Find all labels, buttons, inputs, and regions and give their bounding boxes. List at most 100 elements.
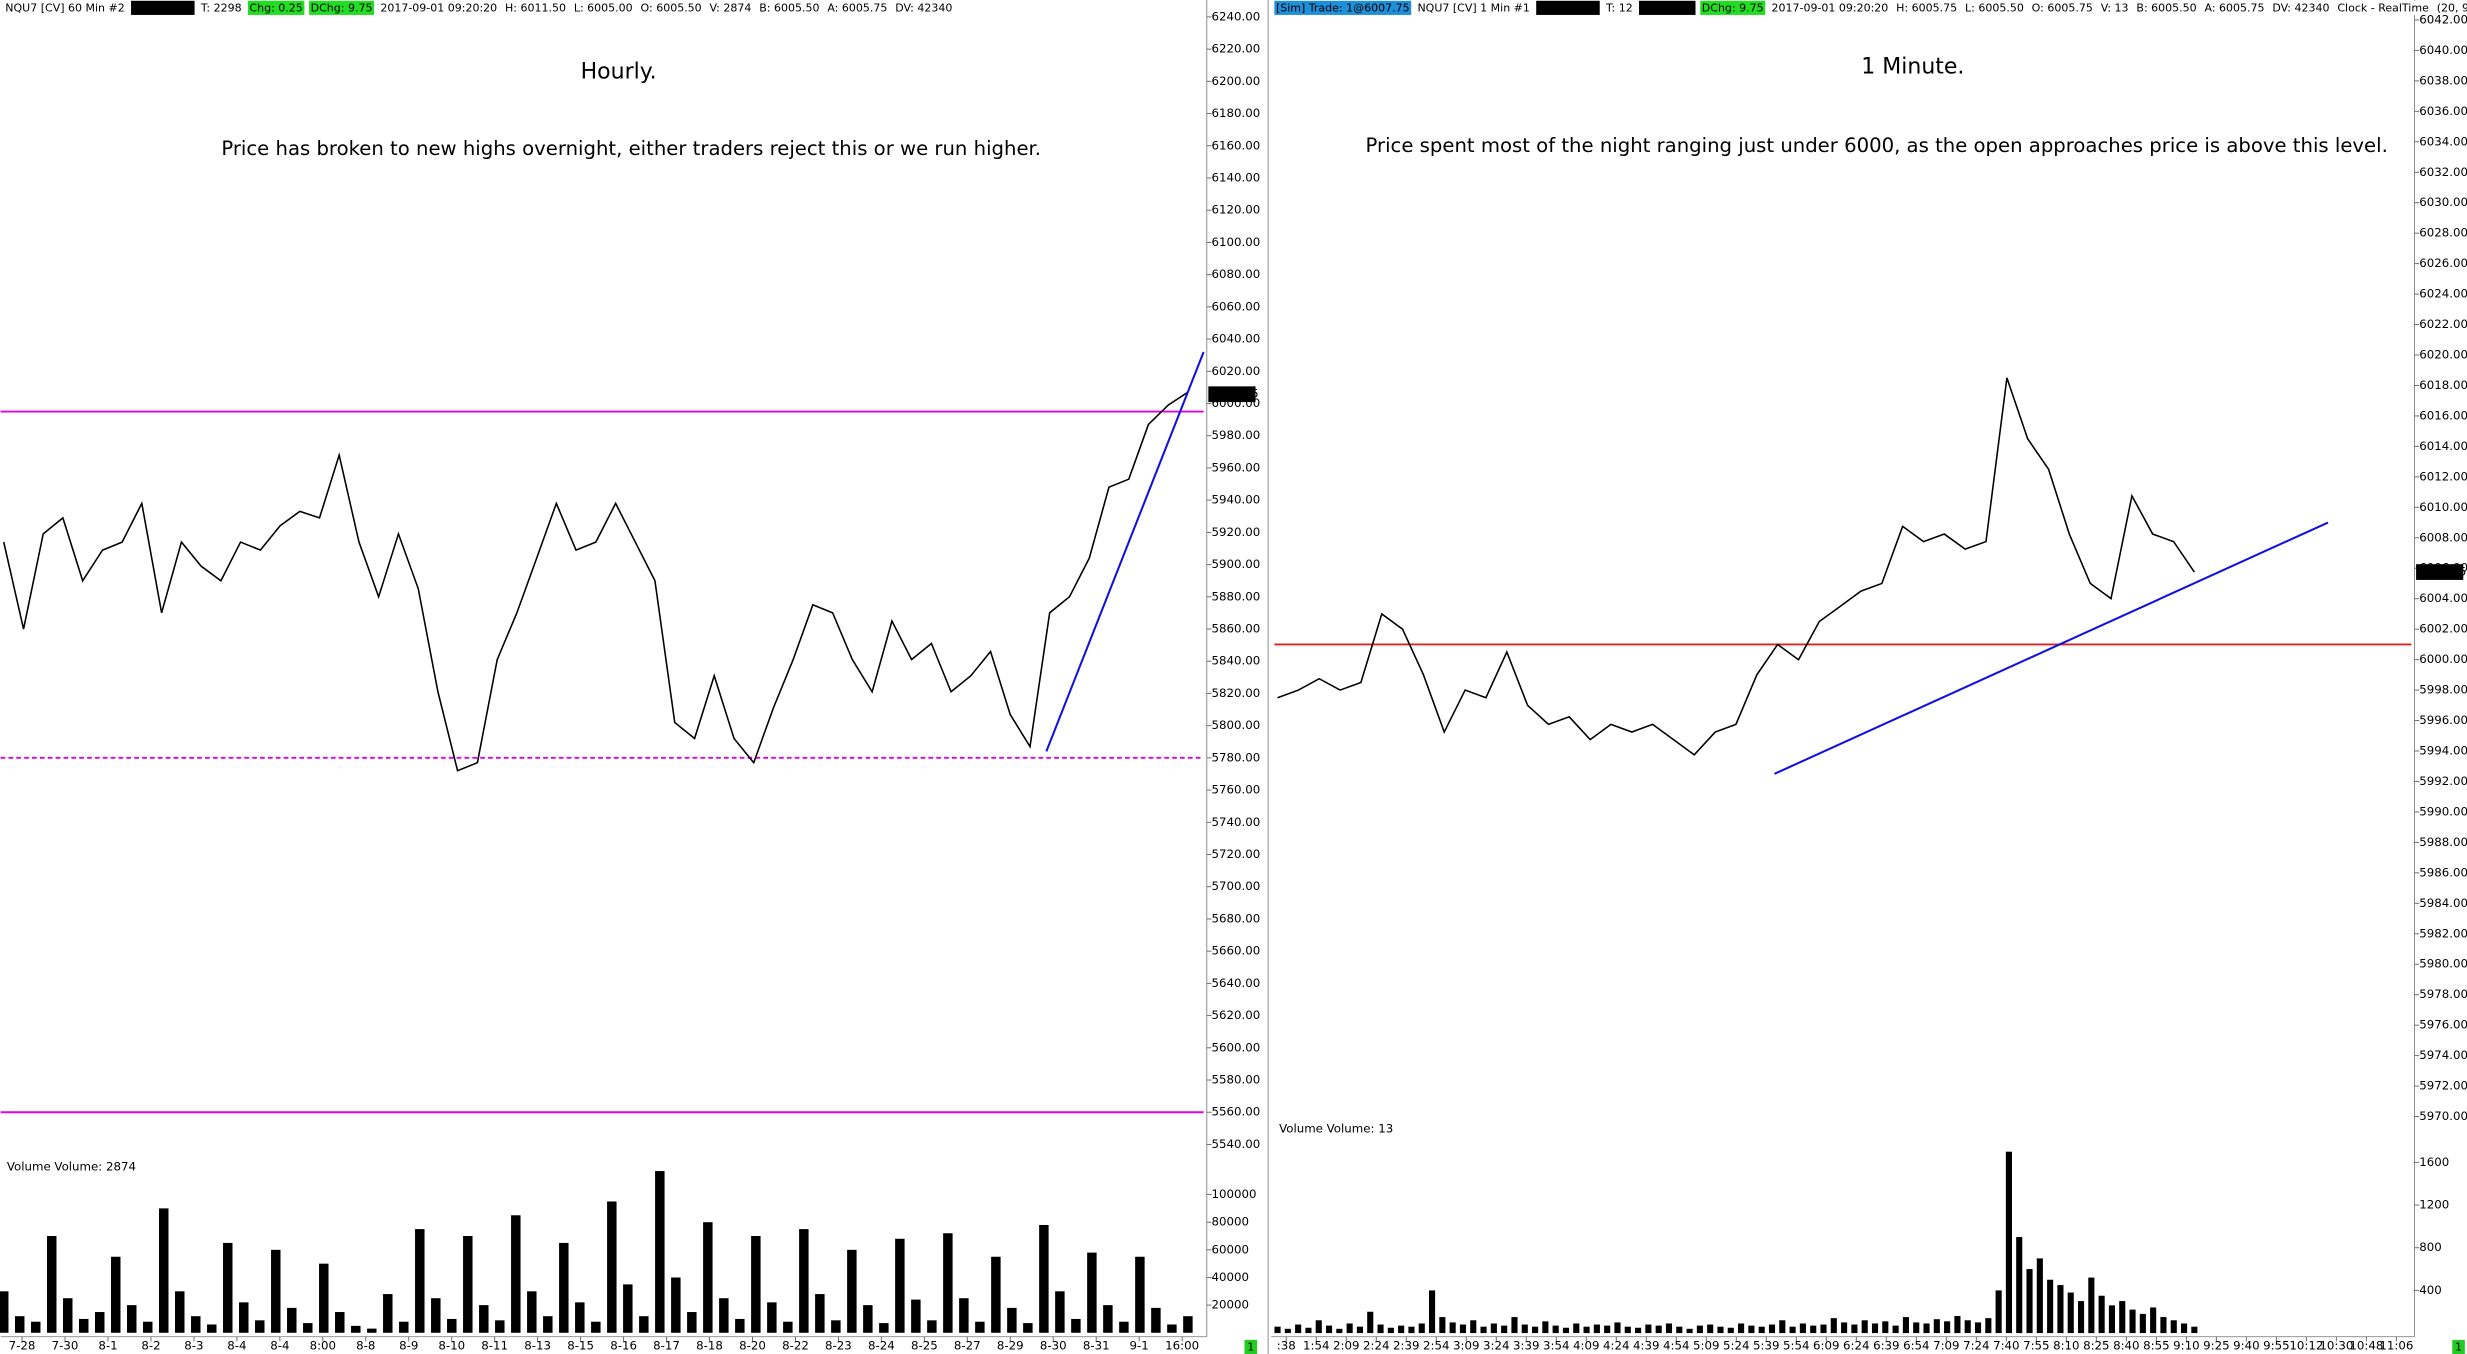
- volume-bar: [367, 1328, 377, 1333]
- volume-bar: [351, 1325, 361, 1333]
- x-tick-label: 4:54: [1663, 1339, 1689, 1353]
- y-tick-label: 6200.00: [1211, 74, 1260, 88]
- y-tick-label: 60000: [1211, 1242, 1248, 1256]
- header-field-bg: [131, 0, 195, 15]
- y-tick-label: 5840.00: [1211, 654, 1260, 668]
- y-tick-label: 6000.00: [2419, 652, 2467, 666]
- header-field-bg: [2335, 0, 2431, 15]
- last-price-label: 6005.75: [2418, 565, 2467, 579]
- header-field-bg: [707, 0, 753, 15]
- volume-bar: [1727, 1327, 1734, 1334]
- volume-bar: [559, 1242, 569, 1333]
- x-tick-label: 2:54: [1423, 1339, 1449, 1353]
- y-tick-label: 5760.00: [1211, 783, 1260, 797]
- volume-bar: [1135, 1256, 1145, 1333]
- volume-bar: [1552, 1325, 1559, 1334]
- volume-label: Volume Volume: 2874: [7, 1159, 136, 1173]
- header-field: T: 12: [1605, 2, 1633, 15]
- y-tick-label: 6004.00: [2419, 591, 2467, 605]
- x-tick-label: 7:09: [1933, 1339, 1959, 1353]
- last-price-tag: [1208, 386, 1256, 403]
- y-tick-label: 5920.00: [1211, 525, 1260, 539]
- volume-bar: [1768, 1324, 1776, 1334]
- x-tick-label: 2:39: [1393, 1339, 1419, 1353]
- volume-bar: [1810, 1325, 1817, 1334]
- volume-bar: [2150, 1307, 2157, 1334]
- y-tick-label: 5580.00: [1211, 1073, 1260, 1087]
- volume-bar: [575, 1302, 585, 1333]
- y-tick-label: 5978.00: [2419, 987, 2467, 1001]
- volume-bar: [1023, 1323, 1033, 1333]
- header-field: H: 6005.75: [1896, 2, 1957, 15]
- header-field: V: 2874: [710, 2, 752, 15]
- volume-bar: [1439, 1317, 1446, 1334]
- volume-bar: [479, 1305, 489, 1333]
- volume-bar: [1614, 1322, 1621, 1334]
- y-tick-label: 5880.00: [1211, 589, 1260, 603]
- volume-bar: [1820, 1324, 1827, 1334]
- y-tick-label: 6002.00: [2419, 622, 2467, 636]
- header-field-bg: [1769, 0, 1890, 15]
- header-field: DV: 42340: [2272, 2, 2329, 15]
- volume-bar: [2047, 1279, 2054, 1334]
- header-field-bg: [893, 0, 954, 15]
- volume-bar: [2129, 1309, 2136, 1334]
- volume-bar: [2160, 1317, 2167, 1334]
- volume-bar: [239, 1302, 249, 1333]
- volume-bar: [671, 1277, 681, 1333]
- x-tick-label: 8:40: [2113, 1339, 2139, 1353]
- x-tick-label: 6:54: [1903, 1339, 1929, 1353]
- x-tick-label: 3:24: [1483, 1339, 1509, 1353]
- header-field: DChg: 9.75: [311, 2, 373, 15]
- y-tick-label: 5720.00: [1211, 847, 1260, 861]
- volume-bar: [879, 1323, 889, 1333]
- volume-bar: [1635, 1327, 1642, 1334]
- annotation: Price spent most of the night ranging ju…: [1366, 134, 2388, 157]
- y-tick-label: 100000: [1211, 1187, 1256, 1201]
- y-tick-label: 5970.00: [2419, 1109, 2467, 1123]
- volume-bar: [1841, 1322, 1848, 1334]
- y-tick-label: 5820.00: [1211, 686, 1260, 700]
- y-tick-label: 5940.00: [1211, 493, 1260, 507]
- header-field: DV: 42340: [895, 2, 952, 15]
- volume-bar: [1315, 1320, 1322, 1334]
- volume-bar: [1686, 1328, 1693, 1334]
- header-field: T: 2298: [200, 2, 242, 15]
- header-field-bg: [825, 0, 889, 15]
- volume-bar: [1573, 1323, 1580, 1334]
- x-tick-label: 4:24: [1603, 1339, 1629, 1353]
- volume-bar: [111, 1256, 121, 1333]
- volume-label: Volume Volume: 13: [1279, 1122, 1393, 1136]
- chart-title: 1 Minute.: [1861, 55, 1964, 80]
- volume-bar: [79, 1318, 89, 1333]
- status-indicator: [2452, 1339, 2465, 1354]
- header-field-bg: [2099, 0, 2131, 15]
- volume-bar: [719, 1298, 729, 1333]
- header-field-bg: [638, 0, 704, 15]
- y-tick-label: 5982.00: [2419, 926, 2467, 940]
- x-tick-label: 8-31: [1083, 1339, 1110, 1353]
- annotation: Price has broken to new highs overnight,…: [221, 137, 1041, 160]
- y-tick-label: 6180.00: [1211, 106, 1260, 120]
- volume-bar: [527, 1291, 537, 1333]
- volume-bar: [1624, 1326, 1631, 1334]
- header-field-bg: [503, 0, 568, 15]
- volume-bar: [1779, 1320, 1786, 1334]
- volume-bar: [2170, 1320, 2177, 1334]
- last-price-tag: [2416, 564, 2464, 580]
- status-indicator-label: 1: [1247, 1341, 1254, 1354]
- volume-bar: [1964, 1320, 1971, 1334]
- volume-bar: [399, 1321, 409, 1333]
- y-tick-label: 6016.00: [2419, 408, 2467, 422]
- header-field: C: 6005.75: [133, 2, 193, 15]
- volume-bar: [1882, 1321, 1889, 1334]
- volume-bar: [1408, 1326, 1415, 1334]
- y-tick-label: 5860.00: [1211, 622, 1260, 636]
- header-field: L: 6005.50: [1965, 2, 2024, 15]
- x-tick-label: 1:54: [1303, 1339, 1329, 1353]
- header-field: 2017-09-01 09:20:20: [380, 2, 497, 15]
- volume-bar: [2067, 1292, 2074, 1334]
- volume-bar: [1738, 1323, 1745, 1334]
- volume-bar: [1944, 1321, 1951, 1334]
- volume-bar: [2108, 1305, 2115, 1334]
